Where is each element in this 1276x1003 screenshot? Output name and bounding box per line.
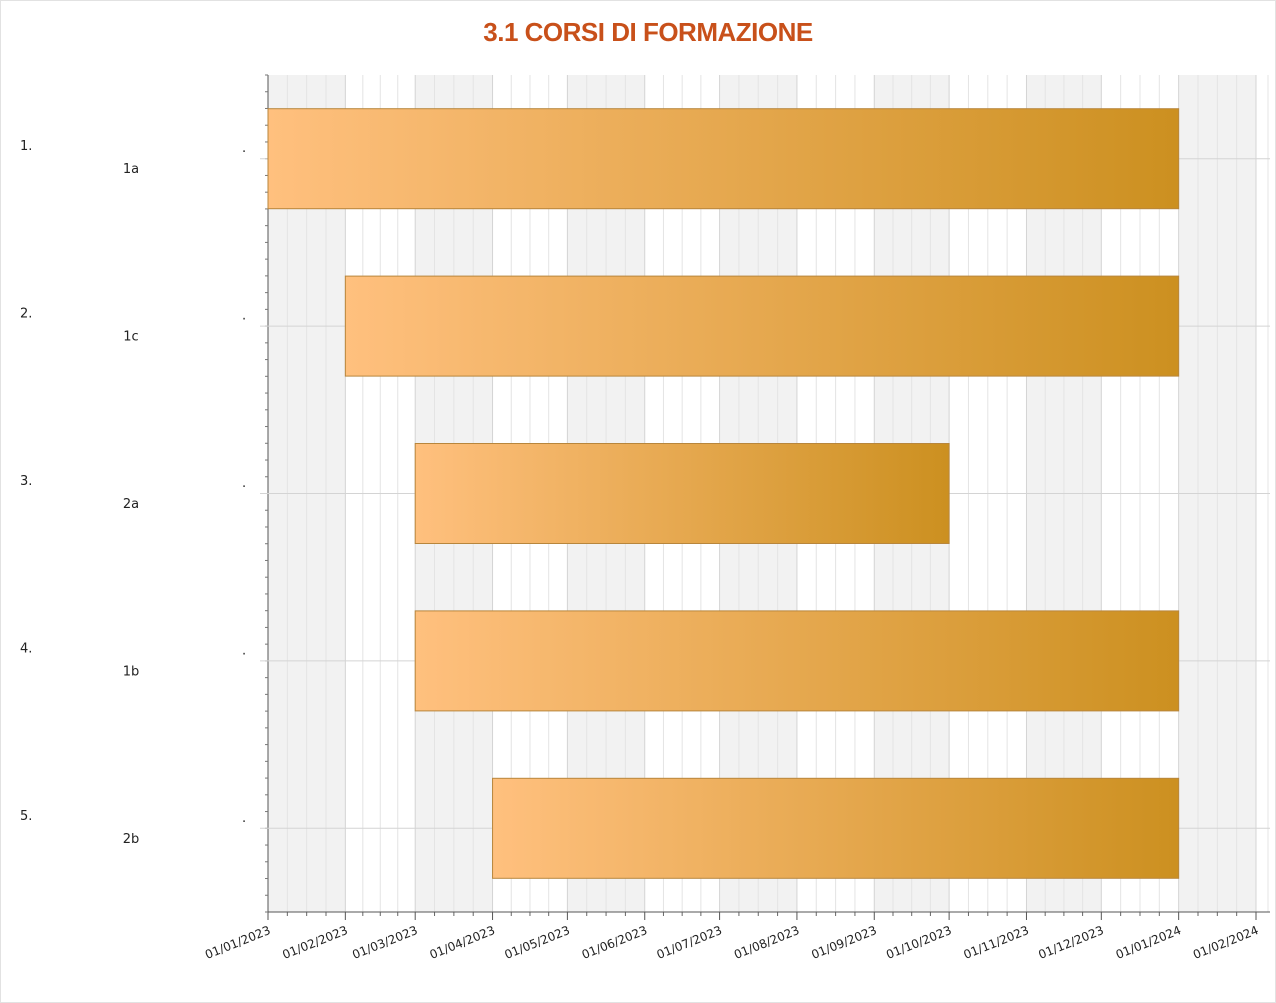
row-note: .	[242, 476, 246, 491]
row-number: 2.	[20, 307, 32, 322]
row-note: .	[242, 811, 246, 826]
row-number: 4.	[20, 641, 32, 656]
row-number: 5.	[20, 809, 32, 824]
row-note: .	[242, 643, 246, 658]
row-note: .	[242, 141, 246, 156]
row-number: 3.	[20, 474, 32, 489]
row-name: 1a	[123, 162, 139, 177]
bar	[414, 443, 950, 544]
chart-title: 3.1 CORSI DI FORMAZIONE	[483, 17, 813, 47]
row-name: 2b	[123, 832, 140, 847]
row-name: 1b	[123, 664, 140, 679]
bar	[492, 777, 1180, 879]
bar	[344, 275, 1180, 377]
bar	[267, 108, 1180, 210]
row-note: .	[242, 309, 246, 324]
row-number: 1.	[20, 139, 32, 154]
row-name: 1c	[123, 330, 138, 345]
row-name: 2a	[123, 497, 139, 512]
bar	[414, 610, 1180, 712]
